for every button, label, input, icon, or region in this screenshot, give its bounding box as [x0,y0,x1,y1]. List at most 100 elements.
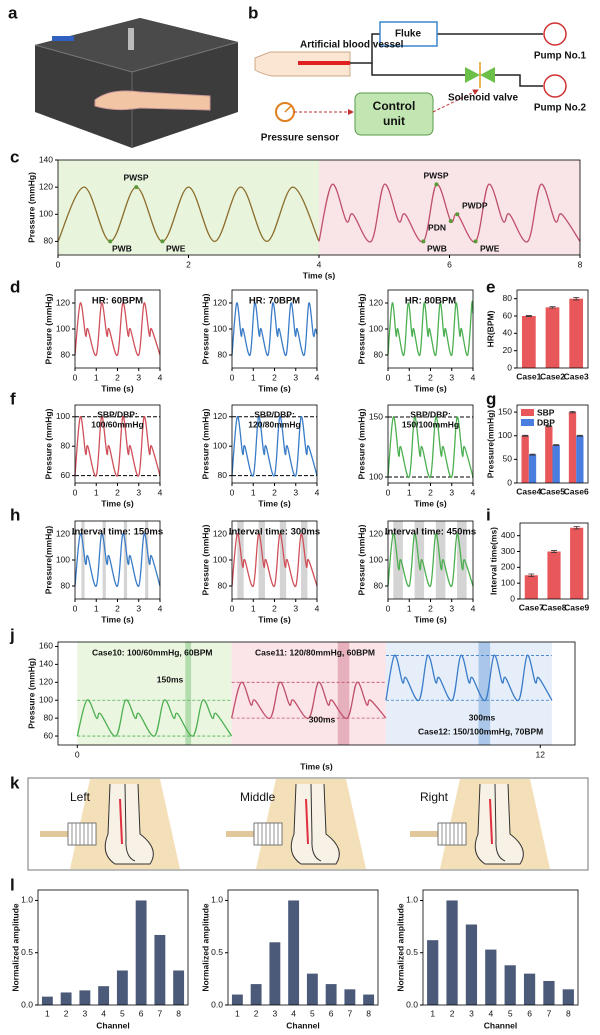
annotation: PWE [166,243,186,253]
x-tick-label: 0 [73,487,78,497]
y-tick-label: 0.0 [21,999,33,1009]
bar [154,934,166,1005]
valve-label: Solenoid valve [448,93,518,104]
y-tick-label: 0.5 [406,947,418,957]
y-axis-label: Pressure (mmHg) [356,524,366,595]
feature-point [421,239,426,244]
x-tick-label: Case2 [540,371,565,381]
panel-letter: k [10,773,20,792]
x-tick-label: 1 [407,487,412,497]
chart-title: Interval time: 300ms [229,527,320,538]
waveform [230,681,387,719]
panel-letter: j [9,625,15,644]
bar [363,994,375,1005]
plot-frame [519,522,589,600]
chart-title: HR: 70BPM [249,296,300,307]
x-tick-label: 4 [315,487,320,497]
legend-label: SBP [537,407,555,417]
x-axis-label: Time (s) [300,761,333,771]
x-tick-label: 2 [428,487,433,497]
panel-letter: b [248,3,258,22]
annotation: Case12: 150/100mmHg, 70BPM [418,726,543,736]
x-tick-label: 1 [251,372,256,382]
y-tick-label: 120 [56,297,70,307]
interval-band [301,521,308,599]
y-axis-label: Interval time(ms) [488,527,498,595]
x-tick-label: 3 [469,1008,474,1018]
y-tick-label: 100 [501,577,515,587]
y-tick-label: 100 [369,554,383,564]
waveform [231,416,318,477]
annotation: PWB [427,243,447,253]
interval-band [237,521,244,599]
x-tick-label: 4 [488,1008,493,1018]
x-tick-label: Case4 [516,486,541,496]
x-axis-label: Time (s) [414,498,447,508]
bar [250,984,262,1005]
waveform [385,654,553,702]
x-tick-label: 3 [83,1008,88,1018]
bar [545,307,560,368]
y-tick-label: 0.0 [211,999,223,1009]
legend-swatch [521,419,534,426]
error-bar [529,453,536,456]
y-tick-label: 120 [39,181,53,191]
y-axis-label: Pressure (mmHg) [43,293,53,364]
x-tick-label: 0 [56,259,61,269]
chart-title: SBP/DBP: [254,409,295,419]
y-axis-label: Pressure (mmHg) [356,293,366,364]
interval-band [435,521,446,599]
annotation: 150ms [157,674,184,684]
shaded-region [319,160,580,255]
bar [306,973,318,1005]
panel-letter: e [486,277,495,296]
bar [552,445,560,483]
x-tick-label: 3 [136,372,141,382]
bar [269,942,281,1005]
x-tick-label: 2 [428,372,433,382]
x-tick-label: Case7 [519,602,544,612]
y-tick-label: 100 [56,323,70,333]
x-tick-label: 5 [508,1008,513,1018]
x-tick-label: 8 [176,1008,181,1018]
y-axis-label: Pressure (mmHg) [26,658,36,729]
waveform [57,186,320,243]
bar [98,986,110,1005]
y-tick-label: 1.0 [406,895,418,905]
x-tick-label: 2 [186,259,191,269]
plot-frame [227,889,379,1006]
y-axis-label: Pressure(mmHg) [43,526,53,595]
x-tick-label: 2 [115,603,120,613]
x-tick-label: 2 [115,372,120,382]
y-tick-label: 120 [213,411,227,421]
bar [173,970,185,1005]
y-tick-label: 80 [218,580,228,590]
shaded-region [231,642,386,745]
panel-letter: d [10,277,20,296]
panel-letter: l [10,875,15,894]
pump2-label: Pump No.2 [534,103,587,114]
control-label: Control [373,99,416,113]
waveform [74,533,161,587]
x-tick-label: 2 [272,487,277,497]
x-tick-label: 4 [471,603,476,613]
error-bar [528,573,535,577]
y-axis-label: Pressure(mmHg) [485,410,495,479]
waveform [74,416,161,477]
y-tick-label: 80 [61,580,71,590]
y-tick-label: 80 [374,349,384,359]
y-tick-label: 80 [61,349,71,359]
bar [521,435,529,483]
x-tick-label: 0 [230,372,235,382]
error-bar [553,444,560,447]
error-bar [522,434,529,437]
y-tick-label: 100 [369,323,383,333]
x-tick-label: 3 [293,372,298,382]
bar [135,900,147,1005]
x-tick-label: 3 [449,487,454,497]
x-tick-label: 3 [273,1008,278,1018]
x-tick-label: 6 [139,1008,144,1018]
x-axis-label: Channel [484,1020,518,1030]
y-tick-label: 60 [44,730,54,740]
y-tick-label: 100 [213,554,227,564]
